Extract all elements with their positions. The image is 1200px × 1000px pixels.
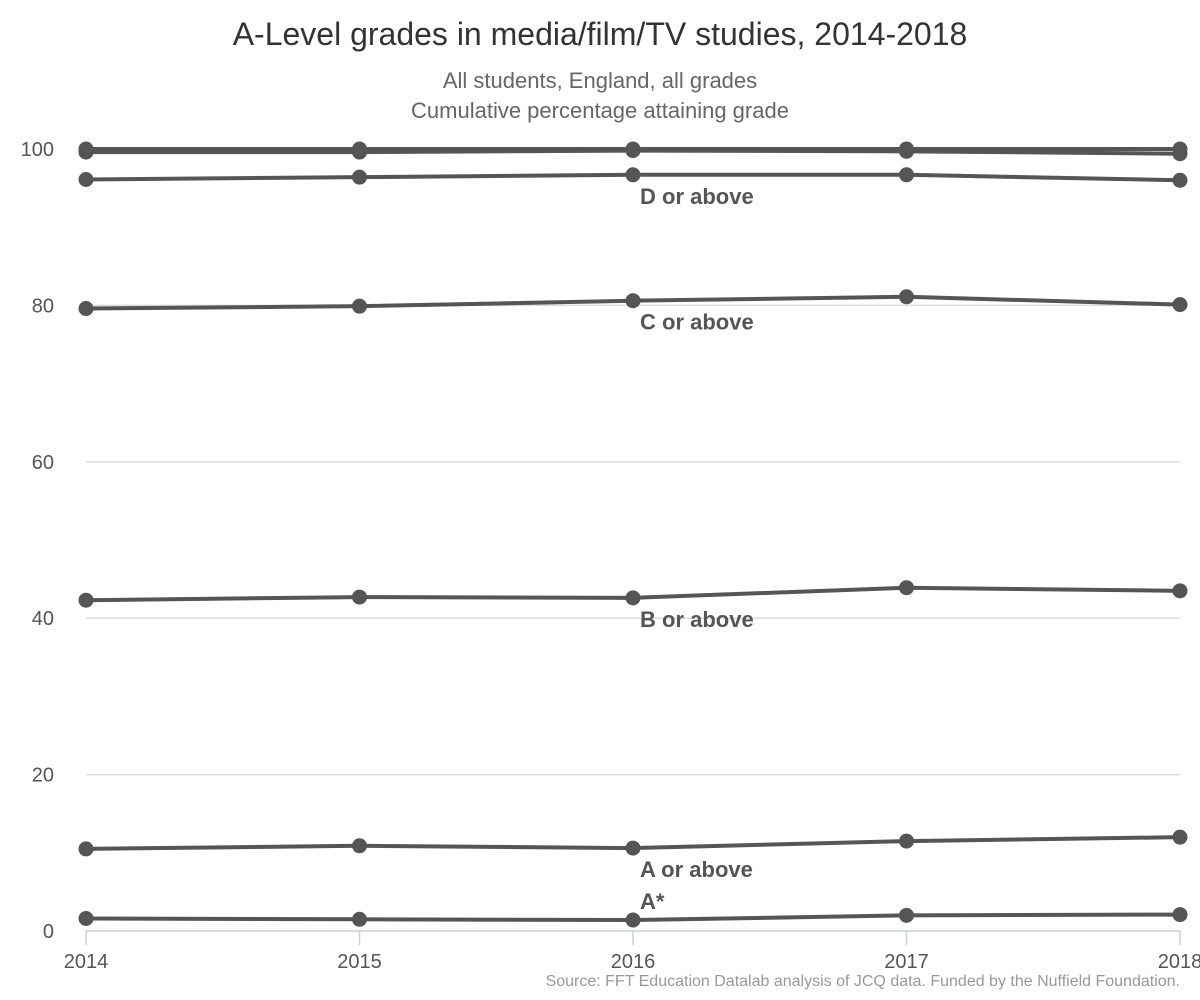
series-point-6-2 — [625, 912, 641, 928]
series-point-4-1 — [352, 589, 367, 605]
y-tick-label-100: 100 — [21, 139, 54, 161]
series-point-6-4 — [1172, 907, 1188, 923]
series-point-2-3 — [899, 167, 914, 183]
series-point-3-1 — [352, 298, 367, 314]
series-point-4-4 — [1172, 583, 1188, 599]
source-note: Source: FFT Education Datalab analysis o… — [545, 973, 1180, 990]
series-point-1-4 — [1172, 146, 1188, 162]
series-point-2-4 — [1172, 172, 1188, 188]
y-tick-label-40: 40 — [32, 608, 54, 630]
series-point-6-1 — [352, 911, 367, 927]
chart-title: A-Level grades in media/film/TV studies,… — [232, 16, 968, 52]
x-tick-label-2017: 2017 — [884, 951, 929, 973]
series-point-3-3 — [899, 289, 914, 305]
series-point-5-3 — [899, 833, 914, 849]
y-tick-label-80: 80 — [32, 295, 54, 317]
x-tick-label-2015: 2015 — [337, 951, 382, 973]
series-point-4-3 — [899, 580, 914, 596]
chart-subtitle: All students, England, all grades Cumula… — [0, 66, 1200, 126]
x-tick-label-2014: 2014 — [64, 951, 109, 973]
series-point-4-2 — [625, 590, 641, 606]
y-tick-label-60: 60 — [32, 452, 54, 474]
y-tick-label-20: 20 — [32, 765, 54, 787]
series-point-5-0 — [78, 841, 94, 857]
series-point-3-4 — [1172, 297, 1188, 313]
series-point-5-4 — [1172, 829, 1188, 845]
series-point-6-0 — [78, 910, 94, 926]
series-point-5-1 — [352, 838, 367, 854]
series-label-4: B or above — [640, 607, 754, 632]
x-tick-label-2016: 2016 — [611, 951, 656, 973]
series-point-6-3 — [899, 907, 914, 923]
y-tick-label-0: 0 — [43, 921, 54, 943]
x-tick-label-2018: 2018 — [1158, 951, 1200, 973]
series-point-5-2 — [625, 840, 641, 856]
series-label-2: D or above — [640, 184, 754, 209]
series-point-4-0 — [78, 592, 94, 608]
series-point-3-0 — [78, 301, 94, 317]
series-point-2-0 — [78, 171, 94, 187]
series-point-3-2 — [625, 293, 641, 309]
series-point-1-3 — [899, 143, 914, 159]
series-point-2-1 — [352, 169, 367, 185]
series-label-5: A or above — [640, 857, 753, 882]
series-point-1-2 — [625, 143, 641, 159]
subtitle-line-1: All students, England, all grades — [442, 68, 758, 93]
subtitle-line-2: Cumulative percentage attaining grade — [411, 98, 789, 123]
series-label-3: C or above — [640, 310, 754, 335]
series-point-1-1 — [352, 144, 367, 160]
series-point-2-2 — [625, 167, 641, 183]
series-point-1-0 — [78, 144, 94, 160]
series-label-6: A* — [640, 889, 665, 914]
